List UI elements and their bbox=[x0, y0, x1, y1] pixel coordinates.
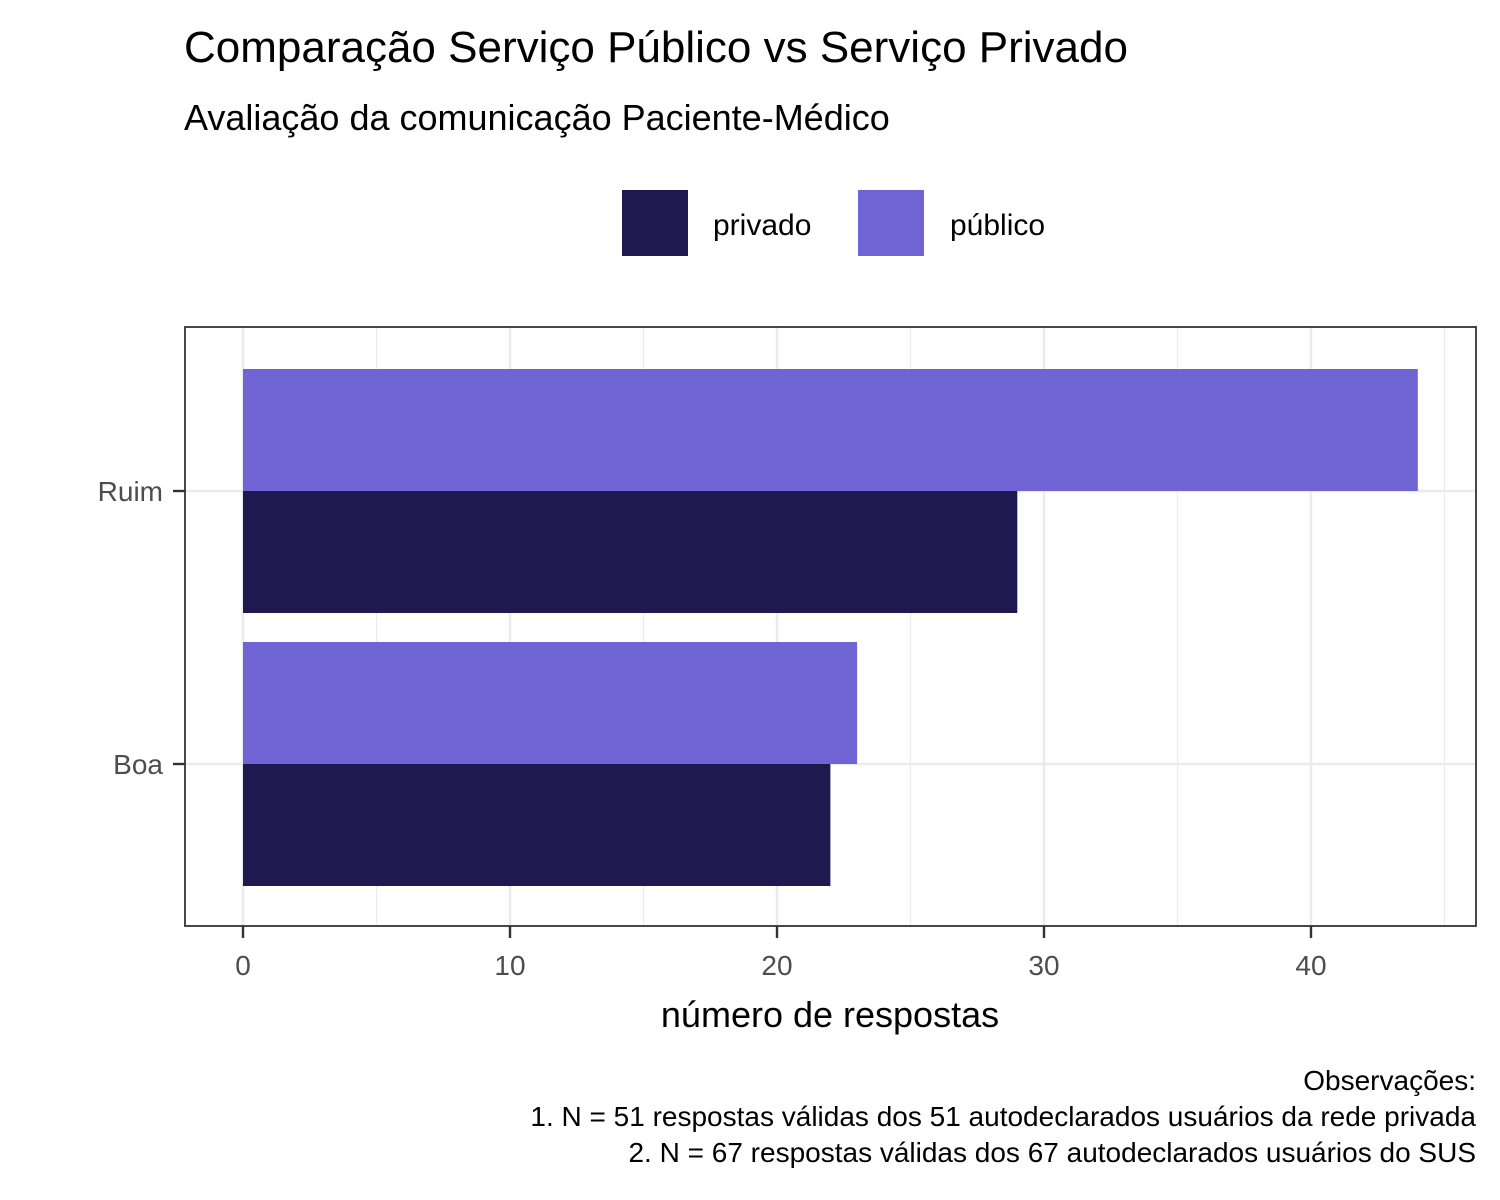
x-axis: 0 10 20 30 40 bbox=[235, 926, 1327, 981]
legend-label-privado: privado bbox=[713, 209, 811, 242]
y-tick-label: Boa bbox=[113, 749, 163, 780]
x-tick-label: 40 bbox=[1295, 950, 1326, 981]
caption: Observações: 1. N = 51 respostas válidas… bbox=[530, 1065, 1476, 1168]
legend: privado público bbox=[622, 190, 1045, 256]
y-tick-label: Ruim bbox=[98, 476, 163, 507]
chart-subtitle: Avaliação da comunicação Paciente-Médico bbox=[184, 97, 890, 138]
x-axis-title: número de respostas bbox=[661, 994, 999, 1035]
legend-label-publico: público bbox=[950, 209, 1045, 242]
plot-border bbox=[184, 326, 1477, 927]
caption-line-2: 1. N = 51 respostas válidas dos 51 autod… bbox=[530, 1101, 1476, 1132]
chart-title: Comparação Serviço Público vs Serviço Pr… bbox=[184, 23, 1128, 72]
x-tick-label: 20 bbox=[761, 950, 792, 981]
caption-line-3: 2. N = 67 respostas válidas dos 67 autod… bbox=[628, 1137, 1476, 1168]
caption-line-1: Observações: bbox=[1303, 1065, 1476, 1096]
bars bbox=[243, 369, 1418, 886]
y-axis: Ruim Boa bbox=[98, 476, 185, 780]
x-tick-label: 30 bbox=[1028, 950, 1059, 981]
legend-swatch-privado bbox=[622, 190, 688, 256]
bar-privado-ruim bbox=[243, 491, 1018, 613]
x-tick-label: 10 bbox=[494, 950, 525, 981]
bar-publico-ruim bbox=[243, 369, 1418, 491]
x-tick-label: 0 bbox=[235, 950, 251, 981]
legend-swatch-publico bbox=[858, 190, 924, 256]
bar-publico-boa bbox=[243, 642, 858, 764]
bar-privado-boa bbox=[243, 764, 831, 886]
